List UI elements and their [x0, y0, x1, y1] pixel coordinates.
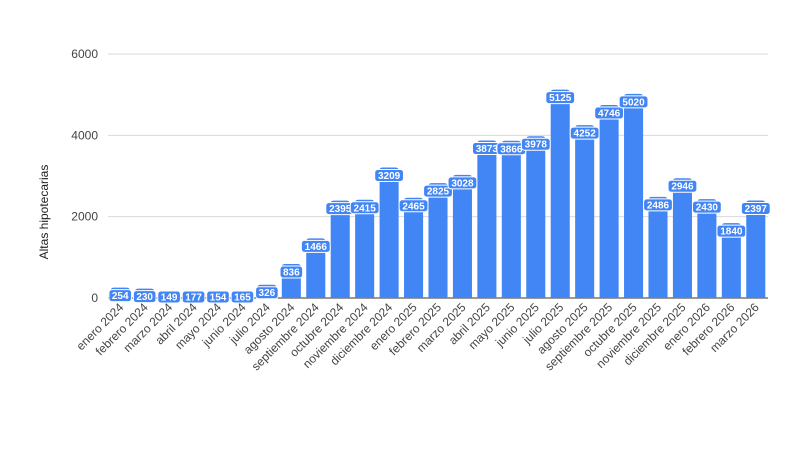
data-label: 2430: [696, 203, 719, 214]
data-label: 165: [234, 293, 251, 304]
data-label-bg: [618, 95, 649, 109]
data-label: 4252: [574, 129, 597, 140]
data-label: 149: [161, 293, 178, 304]
data-label: 3209: [378, 171, 401, 182]
data-label-bg: [594, 106, 625, 120]
data-label-bg: [569, 126, 600, 140]
bar: [428, 183, 448, 298]
data-label: 177: [185, 293, 202, 304]
bar: [501, 140, 521, 298]
y-axis-label: Altas hipotecarias: [37, 165, 51, 260]
data-label-bg: [181, 290, 206, 304]
bar: [379, 167, 399, 298]
bar: [526, 136, 546, 298]
data-label: 836: [283, 268, 300, 279]
data-label-bg: [691, 200, 722, 214]
bar: [624, 93, 644, 298]
bar: [550, 89, 570, 298]
data-label-bg: [108, 289, 133, 303]
y-tick-label: 0: [91, 291, 98, 305]
bar: [355, 199, 375, 298]
data-label: 2465: [402, 201, 425, 212]
bar: [697, 199, 717, 298]
data-label: 3866: [500, 144, 523, 155]
data-label: 230: [136, 292, 153, 303]
data-label-bg: [230, 290, 255, 304]
y-tick-label: 4000: [71, 128, 98, 142]
data-label: 3873: [476, 144, 499, 155]
bar: [648, 196, 668, 298]
data-label: 5125: [549, 93, 572, 104]
data-labels: 254 230 149 177 154 165 326 836 1466 2395 2415 3209…: [108, 91, 771, 304]
bar: [575, 125, 595, 299]
data-label: 2486: [647, 200, 670, 211]
data-label: 4746: [598, 108, 621, 119]
bar: [672, 178, 692, 298]
y-axis-ticks: 0 2000 4000 6000: [71, 47, 98, 305]
data-label: 3028: [451, 178, 474, 189]
data-label-bg: [255, 286, 279, 300]
data-label: 254: [112, 291, 129, 302]
bar: [452, 174, 472, 298]
bars: [110, 89, 766, 299]
data-label-bg: [206, 290, 230, 304]
data-label-bg: [740, 202, 771, 216]
data-label: 3978: [525, 140, 548, 151]
data-label-bg: [132, 290, 157, 304]
y-tick-label: 6000: [71, 47, 98, 61]
data-label-bg: [398, 199, 429, 213]
data-label-bg: [423, 184, 453, 198]
y-tick-label: 2000: [71, 210, 98, 224]
data-label-bg: [643, 198, 673, 212]
data-label: 2946: [671, 182, 694, 193]
data-label-bg: [279, 265, 304, 279]
data-label-bg: [447, 176, 478, 190]
data-label-bg: [545, 91, 576, 105]
data-label-bg: [300, 239, 331, 253]
data-label-bg: [349, 201, 380, 215]
data-label: 1840: [720, 227, 743, 238]
data-label: 2397: [745, 204, 768, 215]
data-label-bg: [667, 179, 698, 193]
bar: [599, 104, 619, 298]
data-label-bg: [716, 224, 747, 238]
data-label: 5020: [622, 97, 645, 108]
data-label: 154: [210, 293, 227, 304]
bar: [306, 238, 326, 298]
data-label: 1466: [305, 242, 328, 253]
data-label-bg: [374, 169, 405, 183]
bar: [721, 223, 741, 298]
data-label: 2415: [354, 203, 377, 214]
data-label-bg: [157, 290, 181, 304]
data-label-bg: [520, 137, 551, 151]
bar: [746, 200, 766, 298]
bar: [404, 197, 424, 298]
data-label: 326: [259, 288, 276, 299]
data-label: 2825: [427, 187, 450, 198]
data-label: 2395: [329, 204, 352, 215]
bar: [477, 140, 497, 298]
bar: [330, 200, 350, 298]
